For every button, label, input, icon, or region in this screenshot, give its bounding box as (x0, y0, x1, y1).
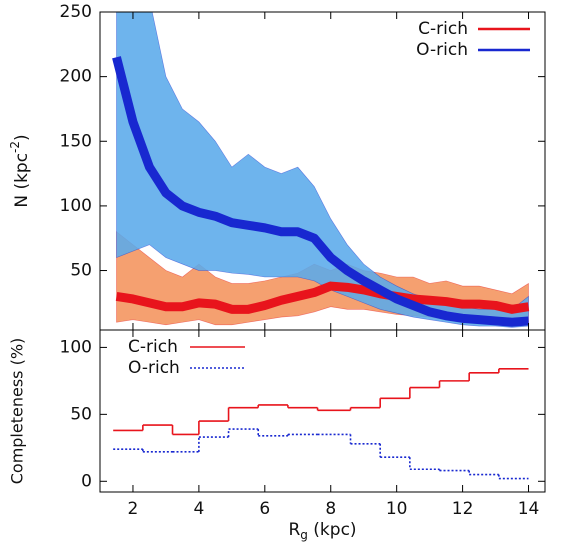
y-tick-label: 50 (70, 261, 92, 281)
y-tick-label: 100 (60, 337, 92, 357)
median-line (112, 56, 529, 327)
label-part: ) (12, 134, 32, 141)
x-tick-label: 14 (518, 499, 540, 519)
plot-area (113, 368, 529, 480)
x-tick-label: 4 (193, 499, 204, 519)
legend-label: O-rich (416, 40, 468, 60)
median-line (115, 281, 530, 314)
y-tick-label: 150 (60, 131, 92, 151)
legend-label: O-rich (128, 358, 180, 378)
label-part: (kpc) (308, 520, 357, 540)
frame (99, 329, 546, 493)
x-tick-label: 8 (325, 499, 336, 519)
panel: 0 50 100 2 4 6 8 10 12 14 Completeness (%) Rg (kpc)… (8, 329, 546, 542)
label-part: N (kpc (12, 153, 32, 208)
legend-label: C-rich (128, 337, 178, 357)
y-tick-label: 100 (60, 196, 92, 216)
y-tick-label: 250 (60, 2, 92, 22)
label-sub: g (300, 528, 308, 542)
plot-area (112, 12, 530, 328)
x-tick-label: 12 (452, 499, 474, 519)
y-tick-label: 0 (81, 471, 92, 491)
x-axis-label: Rg (kpc) (288, 520, 356, 542)
x-tick-label: 10 (386, 499, 408, 519)
y-axis-label: Completeness (%) (8, 338, 27, 485)
legend-label: C-rich (418, 19, 468, 39)
label-part: R (288, 520, 300, 540)
x-tick-label: 2 (128, 499, 139, 519)
label-sup: -2 (8, 141, 22, 153)
y-tick-label: 200 (60, 67, 92, 87)
y-axis-label: N (kpc-2) (8, 134, 33, 207)
y-tick-label: 50 (70, 404, 92, 424)
x-tick-label: 6 (259, 499, 270, 519)
